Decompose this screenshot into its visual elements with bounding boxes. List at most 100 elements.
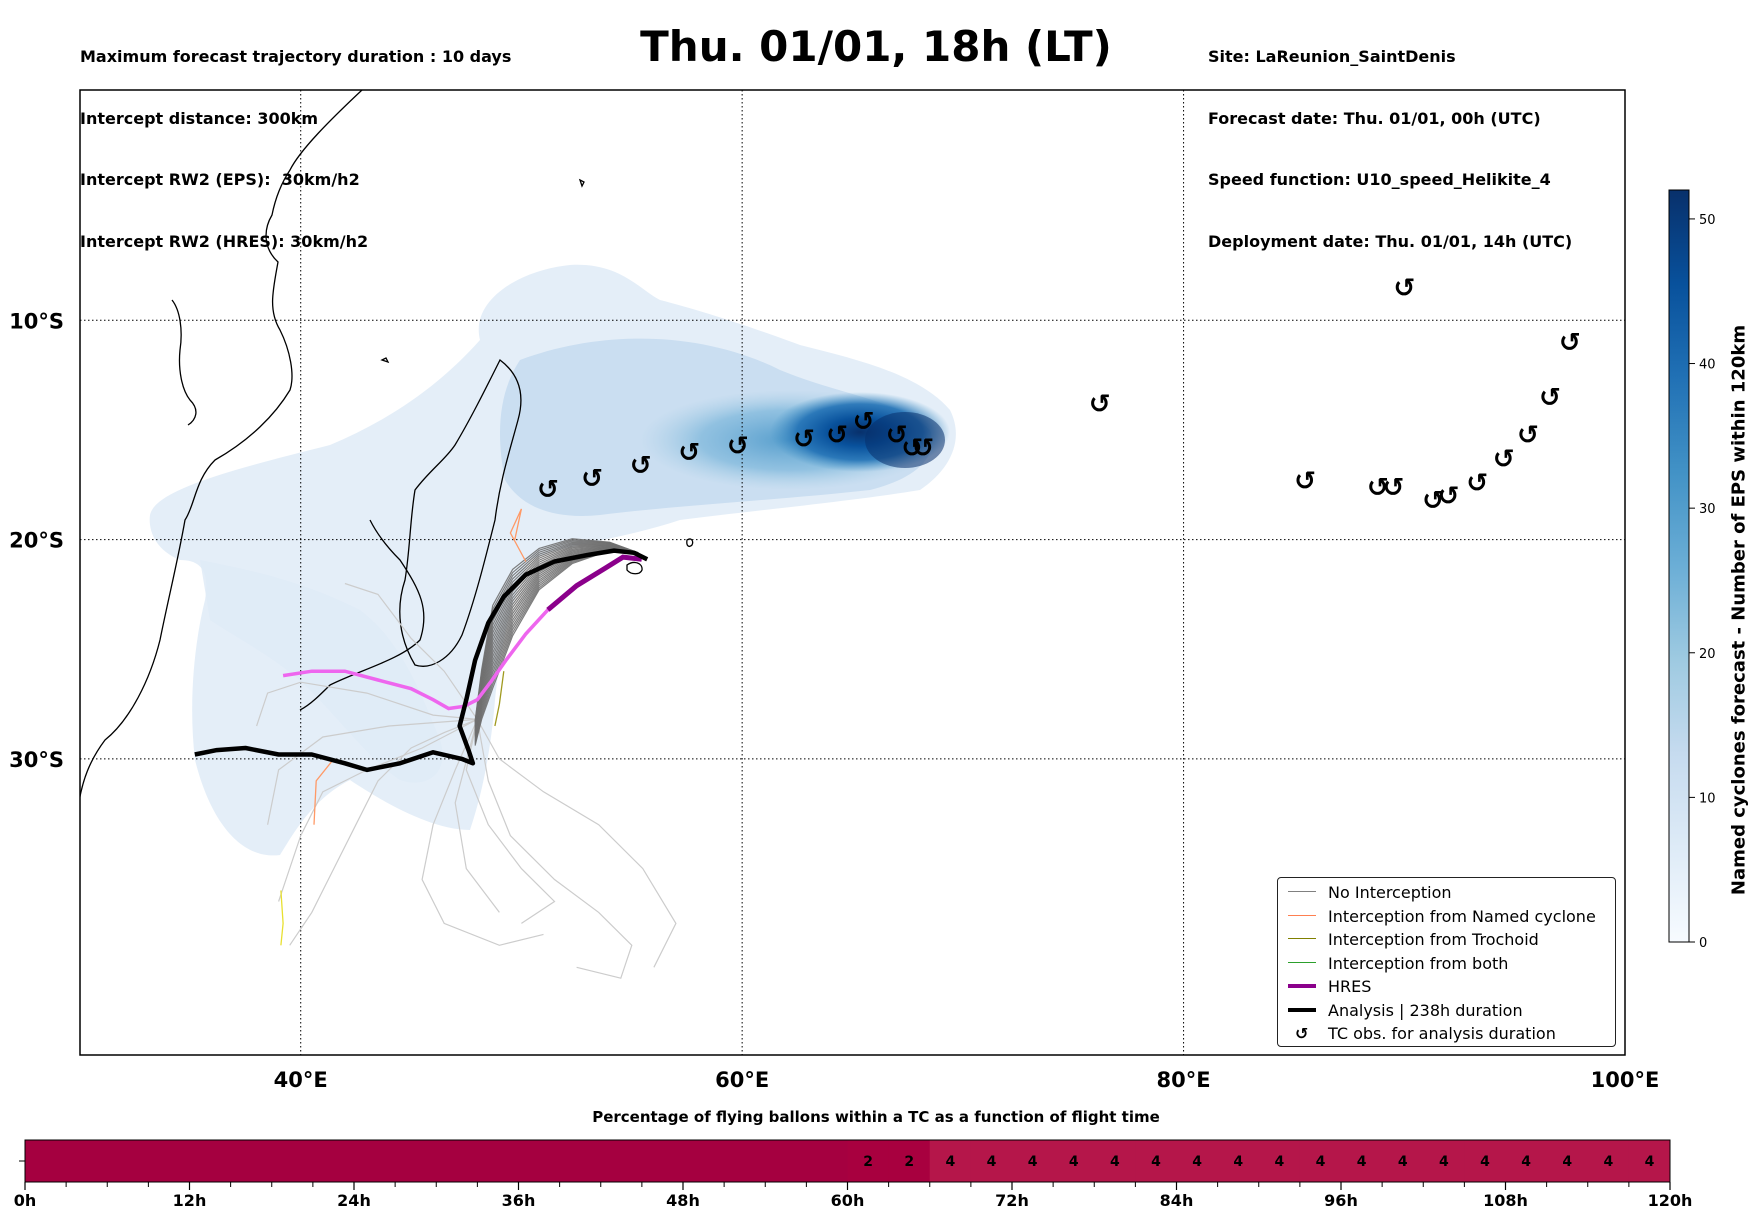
eps-trajectory-no-interception <box>474 538 639 721</box>
timebar-cell-label: 4 <box>1439 1154 1449 1170</box>
legend-label: Interception from Named cyclone <box>1328 906 1596 926</box>
density-peak <box>865 412 945 468</box>
tc-observation-icon: ↺ <box>853 407 875 437</box>
legend-label: Analysis | 238h duration <box>1328 1000 1523 1020</box>
timebar-cell <box>1258 1140 1301 1182</box>
tc-observation-icon: ↺ <box>1382 473 1404 503</box>
timebar-cell <box>1423 1140 1465 1182</box>
timebar-tick-label: 84h <box>1160 1191 1194 1210</box>
timebar-cell-label: 4 <box>1028 1154 1038 1170</box>
colorbar-tick-label: 30 <box>1699 502 1716 517</box>
coastlines <box>80 90 694 800</box>
legend-item: Interception from Trochoid <box>1278 928 1615 952</box>
lat-tick-label: 30°S <box>9 748 64 772</box>
timebar-tick-label: 36h <box>502 1191 536 1210</box>
timebar-cell <box>847 1140 890 1182</box>
tc-observation-icon: ↺ <box>1539 383 1561 413</box>
header-left-line: Maximum forecast trajectory duration : 1… <box>80 47 512 66</box>
legend-item: No Interception <box>1278 881 1615 905</box>
lon-tick-label: 40°E <box>274 1068 328 1092</box>
tc-observation-icon: ↺ <box>1295 1024 1309 1043</box>
map-legend: No Interception Interception from Named c… <box>1277 877 1616 1047</box>
legend-label: Interception from Trochoid <box>1328 930 1539 949</box>
timebar-cell-label: 4 <box>1562 1154 1572 1170</box>
timebar-tick-label: 60h <box>831 1191 865 1210</box>
header-right-line: Site: LaReunion_SaintDenis <box>1208 47 1456 66</box>
timebar-cell <box>970 1140 1013 1182</box>
timebar-cell <box>1382 1140 1424 1182</box>
legend-item: Interception from both <box>1278 952 1615 976</box>
legend-swatch <box>1288 938 1316 940</box>
header-left-line: Intercept RW2 (EPS): 30km/h2 <box>80 170 360 189</box>
tc-observation-icon: ↺ <box>630 451 652 481</box>
header-right-line: Speed function: U10_speed_Helikite_4 <box>1208 170 1551 189</box>
timebar-cell-label: 4 <box>1110 1154 1120 1170</box>
timebar-cell-label: 4 <box>1357 1154 1367 1170</box>
lat-tick-label: 10°S <box>9 309 64 333</box>
timebar-cell <box>1464 1140 1506 1182</box>
lon-tick-label: 80°E <box>1157 1068 1211 1092</box>
timebar-cell <box>25 1140 848 1182</box>
timebar-tick-label: 12h <box>173 1191 207 1210</box>
colorbar-gradient <box>1668 189 1690 943</box>
timebar-cell-label: 4 <box>1645 1154 1655 1170</box>
timebar-tick-label: 24h <box>337 1191 371 1210</box>
colorbar-tick-label: 40 <box>1699 358 1716 373</box>
tc-observation-icon: ↺ <box>1393 273 1415 303</box>
graticule <box>80 90 1625 1055</box>
legend-label: HRES <box>1328 977 1372 996</box>
eps-trajectory-light <box>289 718 478 946</box>
eps-trajectory-light <box>267 718 478 825</box>
eps-trajectory-trochoid <box>494 671 505 727</box>
legend-item: HRES <box>1278 975 1615 999</box>
cyclone-density-field <box>149 264 956 856</box>
timebar-cell-label: 4 <box>1521 1154 1531 1170</box>
tc-observations: ↺ ↺ ↺ ↺ ↺ ↺ ↺ ↺ ↺↺↺↺↺ ↺↺ ↺↺ ↺↺↺↺↺↺ <box>537 273 1581 516</box>
legend-item: Interception from Named cyclone <box>1278 905 1615 929</box>
timebar-cell-label: 2 <box>904 1154 914 1170</box>
tc-observation-icon: ↺ <box>1422 486 1444 516</box>
timebar-cell-label: 4 <box>1274 1154 1284 1170</box>
timebar-tick-label: 0h <box>14 1191 37 1210</box>
tc-observation-icon: ↺ <box>793 425 815 455</box>
timebar-cell <box>929 1140 972 1182</box>
timebar-tick-label: 96h <box>1324 1191 1358 1210</box>
legend-swatch <box>1288 914 1316 916</box>
colorbar-tick-label: 50 <box>1699 213 1716 228</box>
legend-label: TC obs. for analysis duration <box>1328 1024 1556 1043</box>
timebar-cell-label: 4 <box>1480 1154 1490 1170</box>
coastline-comoros <box>380 357 390 364</box>
map-frame <box>79 89 1626 1056</box>
colorbar-tick-label: 0 <box>1699 936 1707 951</box>
timebar-cell-label: 4 <box>1233 1154 1243 1170</box>
legend-label: No Interception <box>1328 883 1452 902</box>
timebar-cell-label: 4 <box>1316 1154 1326 1170</box>
timebar-cell <box>1628 1140 1671 1182</box>
timebar-cells: 2 2 4 4 4 4 4 4 4 4 4 4 4 4 4 4 4 4 4 4 <box>25 1140 1671 1182</box>
coastline-africa <box>80 90 363 800</box>
coastline-madagascar <box>399 359 522 667</box>
tc-observation-icon: ↺ <box>901 433 923 463</box>
timebar-cell-label: 4 <box>1151 1154 1161 1170</box>
timebar-cell <box>1135 1140 1177 1182</box>
tc-observation-icon: ↺ <box>581 464 603 494</box>
timebar-cell-label: 4 <box>945 1154 955 1170</box>
hres-trajectory-start <box>546 554 642 612</box>
map-axis-labels: 40°E 60°E 80°E 100°E 10°S 20°S 30°S <box>9 309 1659 1092</box>
header-right-info: Site: LaReunion_SaintDenis Forecast date… <box>1208 6 1572 273</box>
timebar-cell <box>1012 1140 1054 1182</box>
timebar-cell-label: 2 <box>863 1154 873 1170</box>
header-left-info: Maximum forecast trajectory duration : 1… <box>80 6 511 273</box>
coastline-mauritius <box>686 538 694 547</box>
eps-trajectory-light <box>278 718 478 902</box>
eps-trajectory-light <box>476 719 677 968</box>
legend-swatch <box>1288 961 1316 963</box>
eps-trajectory-trochoid <box>280 890 284 946</box>
timebar-cell-label: 4 <box>1603 1154 1613 1170</box>
coastline-east-africa-lake <box>171 299 197 426</box>
timebar-cell <box>888 1140 931 1182</box>
tc-observation-icon: ↺ <box>1294 466 1316 496</box>
tc-observation-icon: ↺ <box>537 475 559 505</box>
